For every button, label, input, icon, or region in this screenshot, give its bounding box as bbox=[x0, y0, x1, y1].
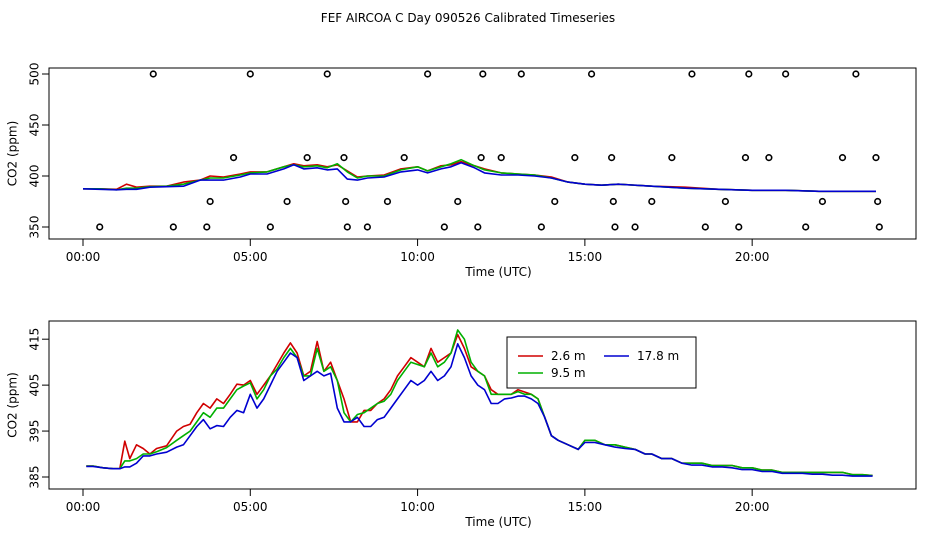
top-x-tick-label: 20:00 bbox=[735, 250, 770, 264]
top-calibration-point bbox=[587, 70, 596, 78]
top-calibration-point bbox=[363, 223, 371, 231]
top-x-tick-label: 15:00 bbox=[568, 250, 603, 264]
bottom-x-tick-label: 15:00 bbox=[568, 500, 603, 514]
bottom-y-axis-label: CO2 (ppm) bbox=[6, 372, 20, 438]
top-calibration-point bbox=[517, 70, 525, 78]
top-calibration-point bbox=[782, 70, 790, 78]
bottom-series-line-17-8-m bbox=[86, 342, 873, 477]
top-plot-frame bbox=[48, 67, 917, 240]
top-calibration-point bbox=[246, 70, 254, 78]
top-y-axis-label: CO2 (ppm) bbox=[6, 121, 20, 187]
top-calibration-point bbox=[342, 197, 350, 206]
top-calibration-point bbox=[745, 70, 753, 78]
bottom-y-tick-label: 395 bbox=[28, 420, 42, 443]
top-calibration-point bbox=[608, 154, 616, 162]
top-series-line-0 bbox=[83, 160, 876, 193]
legend: 2.6 m 9.5 m 17.8 m bbox=[506, 336, 697, 389]
top-calibration-point bbox=[668, 154, 676, 162]
top-calibration-point bbox=[203, 223, 211, 231]
top-x-tick-label: 00:00 bbox=[66, 250, 101, 264]
top-calibration-point bbox=[169, 223, 177, 231]
top-calibration-point bbox=[802, 223, 810, 231]
legend-box bbox=[506, 336, 697, 389]
legend-label: 9.5 m bbox=[551, 366, 586, 380]
bottom-series-line-2-6-m bbox=[86, 333, 873, 477]
bottom-x-tick-label: 00:00 bbox=[66, 500, 101, 514]
legend-label: 2.6 m bbox=[551, 349, 586, 363]
top-x-tick-label: 10:00 bbox=[400, 250, 435, 264]
top-calibration-point bbox=[303, 154, 311, 162]
top-calibration-point bbox=[424, 70, 432, 78]
top-calibration-point bbox=[400, 154, 408, 162]
top-calibration-point bbox=[283, 197, 291, 206]
top-calibration-point bbox=[609, 197, 617, 206]
top-calibration-point bbox=[765, 154, 773, 162]
bottom-series-line-9-5-m bbox=[86, 329, 873, 477]
bottom-y-tick-label: 385 bbox=[28, 466, 42, 489]
top-calibration-point bbox=[266, 223, 274, 231]
top-y-tick-label: 400 bbox=[28, 165, 42, 188]
figure-title: FEF AIRCOA C Day 090526 Calibrated Times… bbox=[321, 11, 615, 25]
top-calibration-point bbox=[874, 197, 882, 206]
top-y-tick-label: 450 bbox=[28, 114, 42, 137]
top-calibration-point bbox=[571, 154, 579, 162]
top-calibration-point bbox=[721, 197, 730, 206]
top-calibration-point bbox=[551, 197, 559, 206]
bottom-x-tick-label: 05:00 bbox=[233, 500, 268, 514]
bottom-plot-frame bbox=[48, 320, 917, 490]
top-calibration-point bbox=[323, 70, 331, 78]
top-calibration-point bbox=[477, 154, 485, 162]
top-x-axis-label: Time (UTC) bbox=[464, 265, 531, 279]
top-calibration-point bbox=[383, 197, 392, 206]
bottom-y-tick-label: 405 bbox=[28, 374, 42, 397]
top-panel: 00:00 05:00 10:00 15:00 20:00 350 400 450 500 Tim… bbox=[6, 63, 917, 279]
top-calibration-point bbox=[440, 223, 448, 231]
top-calibration-point bbox=[96, 223, 104, 231]
top-calibration-point bbox=[479, 70, 487, 78]
top-calibration-point bbox=[537, 223, 545, 231]
top-calibration-point bbox=[818, 197, 827, 206]
top-x-tick-label: 05:00 bbox=[233, 250, 268, 264]
top-calibration-point bbox=[875, 223, 883, 231]
top-calibration-point bbox=[631, 223, 639, 231]
top-calibration-point bbox=[852, 70, 860, 78]
top-calibration-point bbox=[340, 154, 348, 162]
bottom-y-tick-label: 415 bbox=[28, 328, 42, 351]
bottom-x-axis-label: Time (UTC) bbox=[464, 515, 531, 529]
top-calibration-point bbox=[149, 70, 157, 78]
legend-label: 17.8 m bbox=[637, 349, 679, 363]
top-calibration-point bbox=[701, 223, 709, 231]
top-calibration-point bbox=[474, 223, 482, 231]
bottom-panel: 00:00 05:00 10:00 15:00 20:00 385 395 405 415 Tim… bbox=[6, 320, 917, 529]
top-calibration-point bbox=[497, 154, 505, 162]
top-series-line-1 bbox=[83, 158, 876, 193]
top-calibration-point bbox=[648, 197, 656, 206]
top-calibration-point bbox=[838, 154, 847, 162]
top-calibration-point bbox=[688, 70, 696, 78]
top-calibration-point bbox=[229, 154, 238, 162]
top-calibration-point bbox=[735, 223, 743, 231]
top-calibration-point bbox=[343, 223, 351, 231]
top-calibration-point bbox=[611, 223, 619, 231]
top-series-line-2 bbox=[82, 161, 876, 193]
top-calibration-point bbox=[741, 154, 750, 162]
top-calibration-point bbox=[454, 197, 462, 206]
bottom-x-tick-label: 20:00 bbox=[735, 500, 770, 514]
top-calibration-point bbox=[206, 197, 214, 206]
bottom-x-tick-label: 10:00 bbox=[400, 500, 435, 514]
top-y-tick-label: 350 bbox=[28, 216, 42, 239]
top-calibration-point bbox=[872, 154, 880, 162]
top-y-tick-label: 500 bbox=[28, 63, 42, 86]
